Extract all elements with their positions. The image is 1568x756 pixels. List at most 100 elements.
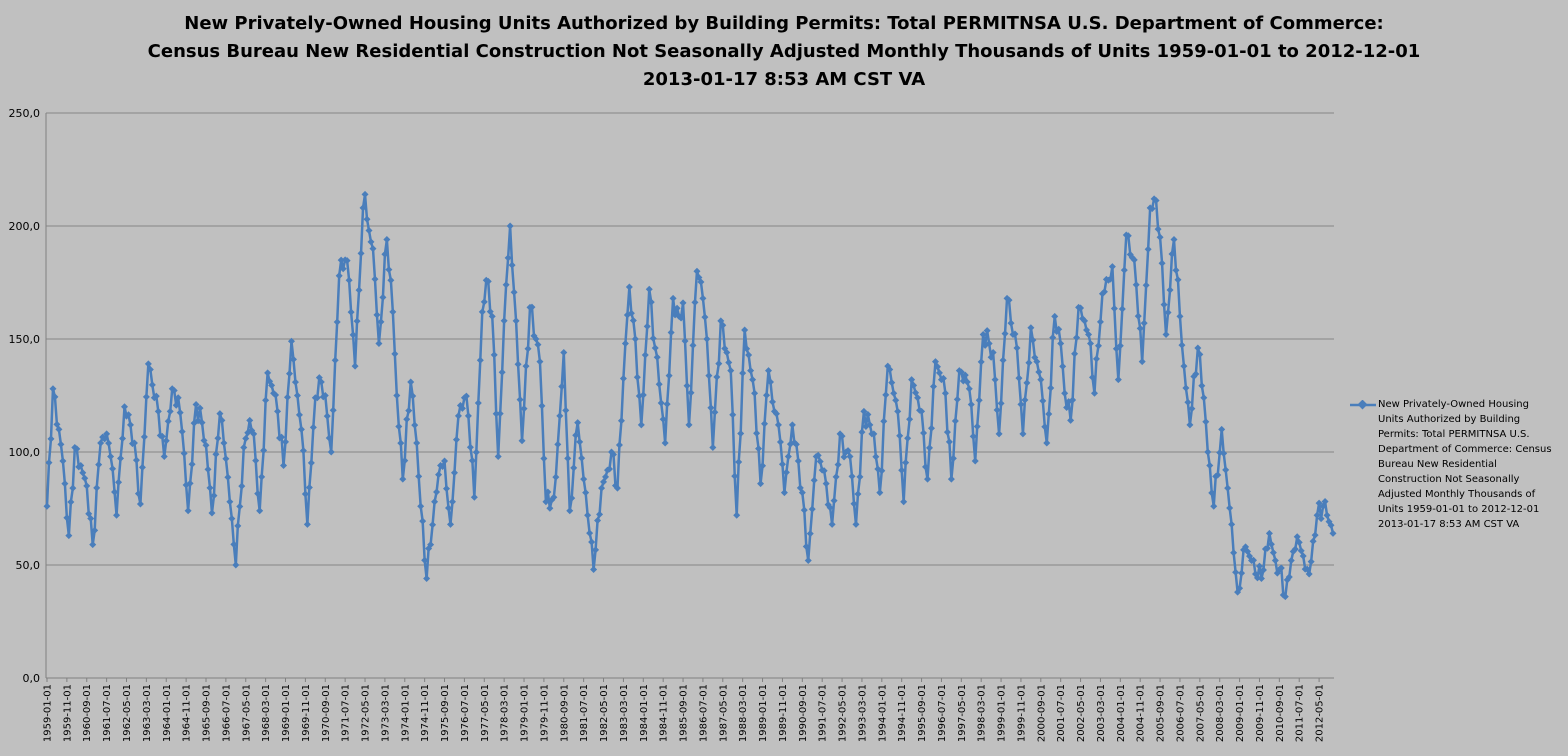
data-point	[802, 542, 810, 550]
x-tick-label: 1984-01-01	[639, 684, 650, 742]
data-point	[492, 410, 500, 418]
data-point	[659, 415, 667, 423]
data-point	[1228, 520, 1236, 528]
data-point	[580, 475, 588, 483]
gridlines	[46, 112, 1334, 679]
data-point	[443, 485, 451, 493]
data-point	[546, 504, 554, 512]
data-point	[1142, 281, 1150, 289]
data-point	[767, 378, 774, 386]
data-point	[57, 440, 65, 448]
data-point	[725, 359, 733, 367]
x-tick-label: 1976-07-01	[460, 684, 471, 742]
data-point	[218, 416, 226, 424]
data-point	[794, 457, 802, 465]
data-point	[349, 331, 357, 339]
data-point	[176, 409, 184, 417]
data-point	[924, 475, 932, 483]
data-point	[347, 308, 355, 316]
x-tick-label: 1996-07-01	[937, 684, 948, 742]
data-point	[828, 520, 836, 528]
data-point	[707, 404, 715, 412]
data-point	[931, 358, 939, 366]
series-permits	[43, 190, 1337, 601]
data-point	[77, 462, 85, 470]
data-point	[832, 473, 840, 481]
data-point	[130, 439, 138, 447]
data-point	[641, 351, 649, 359]
data-point	[132, 456, 140, 464]
data-point	[365, 227, 373, 235]
data-point	[810, 476, 818, 484]
data-point	[415, 472, 423, 480]
data-point	[596, 510, 604, 518]
data-point	[439, 462, 447, 470]
data-point	[963, 378, 971, 386]
data-point	[375, 340, 383, 348]
data-point	[1041, 423, 1049, 431]
data-point	[500, 317, 508, 325]
data-point	[518, 437, 526, 445]
data-point	[339, 265, 347, 273]
data-point	[329, 406, 337, 414]
data-point	[184, 507, 192, 515]
data-point	[918, 407, 926, 415]
data-point	[351, 362, 359, 370]
data-point	[1204, 448, 1212, 456]
data-point	[462, 392, 470, 400]
data-point	[957, 368, 965, 376]
data-point	[681, 337, 689, 345]
data-point	[95, 461, 103, 469]
data-point	[506, 222, 514, 230]
data-point	[516, 396, 524, 404]
data-point	[999, 356, 1007, 364]
x-tick-label: 1984-11-01	[659, 684, 670, 742]
data-point	[1295, 538, 1303, 546]
data-point	[967, 401, 975, 409]
data-point	[395, 422, 403, 430]
data-point	[287, 337, 295, 345]
data-point	[997, 399, 1005, 407]
data-point	[69, 484, 77, 492]
data-point	[1327, 521, 1335, 529]
data-point	[258, 473, 266, 481]
data-point	[735, 458, 743, 466]
data-point	[820, 467, 828, 475]
data-point	[393, 392, 401, 399]
data-point	[910, 381, 918, 389]
data-point	[295, 411, 303, 419]
x-tick-label: 1959-01-01	[42, 684, 53, 742]
data-point	[1271, 556, 1279, 564]
data-point	[1061, 389, 1069, 397]
data-point	[1120, 266, 1128, 274]
data-point	[417, 502, 425, 510]
data-point	[920, 429, 928, 437]
data-point	[333, 318, 341, 326]
data-point	[1160, 301, 1168, 309]
data-point	[1021, 396, 1029, 404]
data-point	[1094, 342, 1102, 350]
x-tick-label: 1978-03-01	[500, 684, 511, 742]
data-point	[782, 468, 790, 476]
data-point	[830, 497, 838, 505]
data-point	[355, 286, 363, 294]
data-point	[800, 506, 808, 514]
data-point	[1126, 250, 1134, 258]
data-point	[566, 507, 574, 515]
data-point	[677, 314, 685, 322]
data-point	[464, 412, 472, 420]
data-point	[653, 353, 661, 361]
data-point	[743, 345, 751, 353]
data-point	[303, 520, 311, 528]
data-point	[778, 460, 786, 468]
data-point	[299, 447, 307, 455]
data-point	[202, 441, 210, 449]
data-point	[343, 257, 351, 265]
data-point	[448, 498, 456, 506]
data-point	[160, 453, 168, 461]
data-point	[900, 498, 908, 506]
data-point	[369, 245, 377, 253]
data-point	[804, 556, 812, 564]
x-tick-label: 1969-01-01	[281, 684, 292, 742]
data-point	[1180, 362, 1188, 370]
